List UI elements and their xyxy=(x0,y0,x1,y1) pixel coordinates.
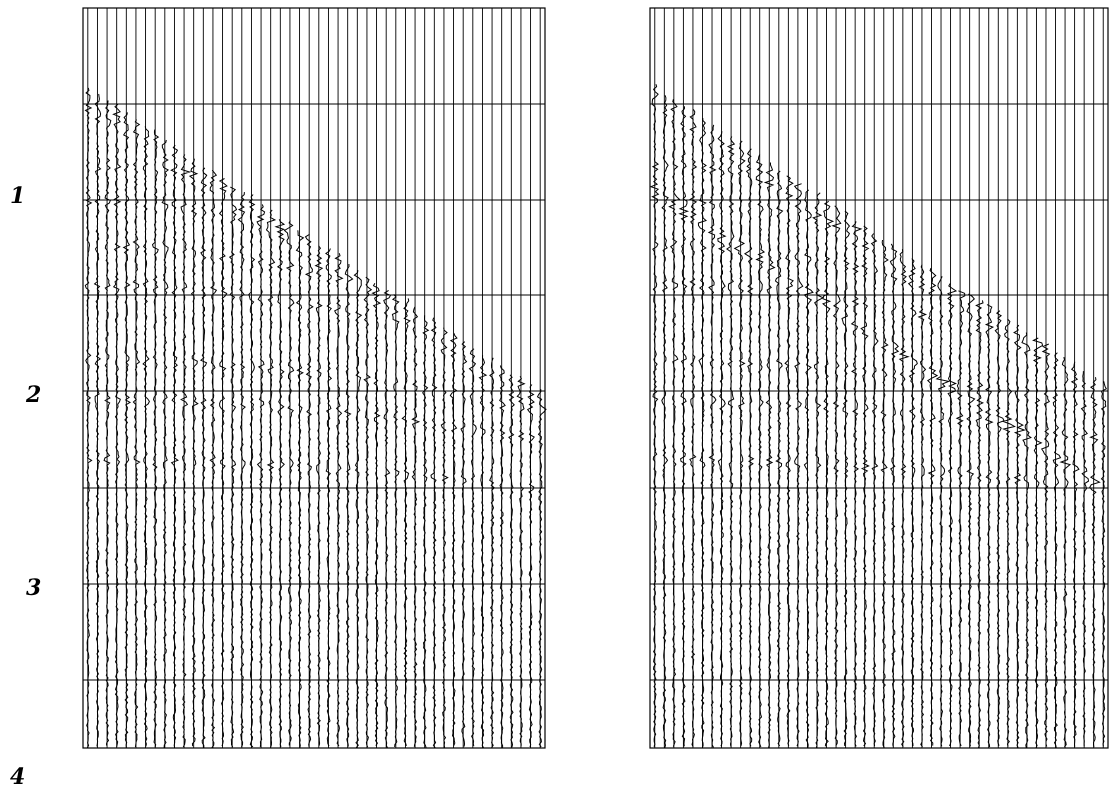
trace-wiggle xyxy=(1070,361,1080,747)
trace-wiggle xyxy=(1080,371,1090,747)
time-label: 3 xyxy=(26,575,41,601)
time-label: 4 xyxy=(10,764,25,790)
trace-wiggle xyxy=(984,304,995,748)
trace-wiggle xyxy=(763,162,776,748)
trace-wiggle xyxy=(755,154,766,748)
trace-wiggle xyxy=(383,289,392,749)
trace-wiggle xyxy=(668,99,681,747)
trace-wiggle xyxy=(907,258,918,747)
trace-wiggle xyxy=(812,192,825,748)
trace-wiggle xyxy=(353,270,363,749)
trace-wiggle xyxy=(955,290,966,747)
trace-wiggle xyxy=(460,341,468,747)
trace-wiggle xyxy=(449,332,458,746)
trace-wiggle xyxy=(142,126,150,747)
trace-wiggle xyxy=(661,95,669,748)
time-label: 1 xyxy=(10,183,25,209)
trace-wiggle xyxy=(526,384,535,748)
seismic-panel xyxy=(649,7,1109,749)
trace-wiggle xyxy=(822,200,835,747)
trace-wiggle xyxy=(363,276,373,748)
trace-wiggle xyxy=(122,112,131,748)
trace-wiggle xyxy=(422,315,430,748)
trace-wiggle xyxy=(180,154,192,748)
time-label: 2 xyxy=(25,382,41,408)
trace-wiggle xyxy=(199,167,208,748)
trace-wiggle xyxy=(103,100,112,746)
trace-wiggle xyxy=(84,87,93,749)
trace-wiggle xyxy=(283,220,295,746)
trace-wiggle xyxy=(1089,377,1101,748)
trace-wiggle xyxy=(726,136,736,747)
trace-wiggle xyxy=(132,119,141,748)
trace-wiggle xyxy=(880,239,889,748)
trace-wiggle xyxy=(947,283,958,747)
trace-wiggle xyxy=(994,310,1005,746)
trace-wiggle xyxy=(966,293,976,747)
trace-wiggle xyxy=(516,376,526,747)
trace-wiggle xyxy=(784,175,794,746)
trace-wiggle xyxy=(850,221,863,747)
seismic-panel xyxy=(82,7,547,749)
panel-frame xyxy=(82,7,546,749)
trace-wiggle xyxy=(926,267,939,746)
trace-wiggle xyxy=(793,183,804,747)
trace-wiggle xyxy=(411,306,421,747)
trace-wiggle xyxy=(228,186,238,748)
trace-wiggle xyxy=(188,158,199,747)
trace-wiggle xyxy=(334,253,344,747)
panels xyxy=(82,7,1109,749)
trace-wiggle xyxy=(870,233,879,747)
trace-wiggle xyxy=(1013,324,1027,748)
trace-wiggle xyxy=(1001,318,1016,747)
trace-wiggle xyxy=(889,243,900,747)
trace-wiggle xyxy=(218,178,228,747)
trace-wiggle xyxy=(935,276,951,747)
trace-wiggle xyxy=(1032,337,1044,749)
trace-wiggle xyxy=(1100,381,1107,747)
trace-wiggle xyxy=(401,298,411,747)
trace-wiggle xyxy=(343,263,354,747)
trace-wiggle xyxy=(831,205,842,747)
trace-wiggle xyxy=(898,249,910,747)
trace-wiggle xyxy=(743,148,755,747)
trace-wiggle xyxy=(498,365,506,748)
trace-wiggle xyxy=(1052,352,1062,748)
trace-wiggle xyxy=(430,317,438,748)
trace-wiggle xyxy=(733,140,746,747)
trace-wiggle xyxy=(803,189,814,748)
trace-wiggle xyxy=(1021,332,1032,748)
panel-frame xyxy=(649,7,1109,749)
